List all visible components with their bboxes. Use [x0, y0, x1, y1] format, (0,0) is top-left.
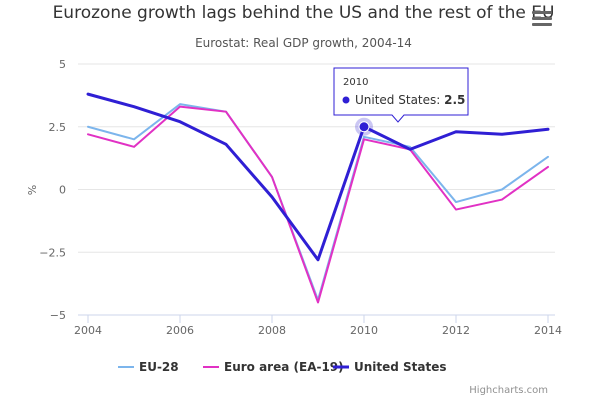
chart-subtitle: Eurostat: Real GDP growth, 2004-14	[195, 36, 412, 50]
hover-point-marker[interactable]	[358, 121, 370, 133]
series-line-2[interactable]	[86, 92, 550, 262]
legend-item-1[interactable]: Euro area (EA-19)	[203, 360, 344, 374]
legend-label: United States	[354, 360, 447, 374]
legend-item-2[interactable]: United States	[333, 360, 447, 374]
y-tick-label: −2.5	[39, 246, 66, 259]
chart-title: Eurozone growth lags behind the US and t…	[52, 3, 555, 23]
tooltip-series-label: United States: 2.5	[355, 93, 465, 107]
series-line-1[interactable]	[87, 105, 549, 304]
tooltip-bullet	[342, 96, 350, 104]
credits-link[interactable]: Highcharts.com	[469, 385, 548, 396]
tooltip: 2010 United States: 2.5	[333, 67, 469, 123]
y-tick-label: 2.5	[49, 121, 67, 134]
context-menu-icon[interactable]	[530, 9, 554, 29]
legend-item-0[interactable]: EU-28	[118, 360, 179, 374]
legend-label: Euro area (EA-19)	[224, 360, 344, 374]
x-tick-label: 2014	[534, 324, 562, 337]
x-tick-label: 2006	[166, 324, 194, 337]
tooltip-header: 2010	[343, 77, 368, 88]
y-tick-label: 5	[59, 58, 66, 71]
legend-label: EU-28	[139, 360, 179, 374]
x-tick-label: 2012	[442, 324, 470, 337]
x-tick-label: 2008	[258, 324, 286, 337]
y-axis-title: %	[26, 185, 39, 195]
x-tick-label: 2004	[74, 324, 102, 337]
tooltip-value: 2.5	[444, 93, 465, 107]
y-tick-label: −5	[50, 309, 66, 322]
x-tick-label: 2010	[350, 324, 378, 337]
tooltip-box	[333, 67, 469, 123]
y-tick-label: 0	[59, 184, 66, 197]
